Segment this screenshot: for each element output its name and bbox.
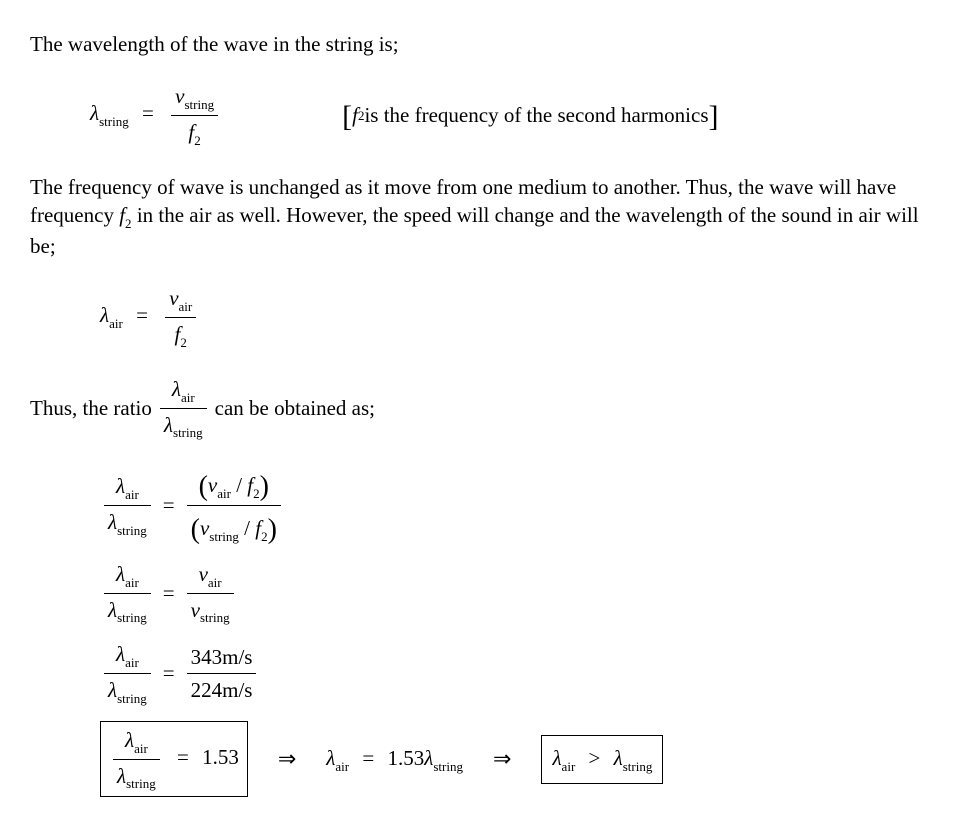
sub-air: air — [562, 759, 576, 774]
sub-air: air — [217, 486, 231, 501]
deriv-line-2: λair λstring = vair vstring — [100, 560, 941, 627]
implies-symbol: ⇒ — [278, 744, 296, 774]
v-symbol: v — [191, 598, 200, 622]
equals-symbol: = — [163, 659, 175, 687]
ratio-fraction-inline: λair λstring — [160, 375, 207, 442]
v-symbol: v — [200, 516, 209, 540]
lambda-symbol: λ — [108, 510, 117, 534]
derivation-block: λair λstring = (vair / f2) (vstring / f2… — [30, 465, 941, 707]
lambda-symbol: λ — [424, 746, 433, 770]
lambda-symbol: λ — [108, 678, 117, 702]
ratio-lhs: λair λstring — [113, 726, 160, 793]
equals-symbol: = — [177, 745, 189, 769]
equals-symbol: = — [163, 491, 175, 519]
text-p3b: can be obtained as; — [215, 394, 375, 422]
deriv-line-1: λair λstring = (vair / f2) (vstring / f2… — [100, 465, 941, 546]
eq-lambda-string: λstring = vstring f2 — [90, 82, 222, 149]
boxed-ratio-result: λair λstring = 1.53 — [100, 721, 248, 798]
equals-symbol: = — [136, 303, 148, 327]
sub-string: string — [209, 529, 239, 544]
lambda-symbol: λ — [117, 764, 126, 788]
equation-row-1: λstring = vstring f2 [ f2 is the frequen… — [30, 82, 941, 149]
unit: m/s — [222, 678, 252, 702]
text-p2b: in the air as well. However, the speed w… — [30, 203, 919, 258]
lambda-symbol: λ — [164, 413, 173, 437]
lambda-symbol: λ — [116, 474, 125, 498]
lambda-symbol: λ — [90, 101, 99, 125]
sub-air: air — [125, 575, 139, 590]
equals-symbol: = — [163, 579, 175, 607]
equals-symbol: = — [362, 746, 374, 770]
sub-string: string — [184, 97, 214, 112]
paragraph-2: The frequency of wave is unchanged as it… — [30, 173, 941, 260]
sub-air: air — [181, 390, 195, 405]
ratio-rhs-1: (vair / f2) (vstring / f2) — [187, 465, 281, 546]
sub-two: 2 — [261, 529, 268, 544]
ratio-value: 1.53 — [387, 746, 424, 770]
boxed-inequality: λair > λstring — [541, 735, 663, 784]
lambda-symbol: λ — [552, 746, 561, 770]
sub-air: air — [125, 487, 139, 502]
v-symbol: v — [199, 562, 208, 586]
sub-string: string — [200, 610, 230, 625]
lambda-symbol: λ — [172, 377, 181, 401]
paragraph-1: The wavelength of the wave in the string… — [30, 30, 941, 58]
deriv-line-3: λair λstring = 343m/s 224m/s — [100, 640, 941, 707]
sub-air: air — [335, 759, 349, 774]
unit: m/s — [222, 645, 252, 669]
lambda-symbol: λ — [100, 303, 109, 327]
lambda-symbol: λ — [116, 562, 125, 586]
lambda-symbol: λ — [125, 728, 134, 752]
paragraph-3: Thus, the ratio λair λstring can be obta… — [30, 375, 941, 442]
v-air-value: 343 — [191, 645, 223, 669]
right-bracket: ] — [709, 97, 719, 138]
lambda-air-equals: λair = 1.53λstring — [326, 744, 463, 775]
ratio-lhs: λair λstring — [104, 560, 151, 627]
lambda-symbol: λ — [116, 642, 125, 666]
lambda-symbol: λ — [614, 746, 623, 770]
sub-air: air — [109, 316, 123, 331]
text-p1: The wavelength of the wave in the string… — [30, 32, 399, 56]
sub-two: 2 — [358, 107, 365, 125]
sub-string: string — [126, 776, 156, 791]
sub-air: air — [125, 655, 139, 670]
fraction-vstring-over-f2: vstring f2 — [171, 82, 218, 149]
ratio-lhs: λair λstring — [104, 640, 151, 707]
implies-symbol: ⇒ — [493, 744, 511, 774]
slash-symbol: / — [244, 516, 250, 540]
sub-two: 2 — [194, 133, 201, 148]
sub-string: string — [433, 759, 463, 774]
ratio-rhs-2: vair vstring — [187, 560, 234, 627]
bracket-note: [ f2 is the frequency of the second harm… — [342, 95, 718, 136]
sub-two: 2 — [253, 486, 260, 501]
sub-string: string — [117, 523, 147, 538]
ratio-lhs: λair λstring — [104, 472, 151, 539]
sub-two: 2 — [125, 216, 132, 231]
sub-string: string — [117, 610, 147, 625]
lambda-symbol: λ — [108, 598, 117, 622]
sub-string: string — [173, 425, 203, 440]
sub-two: 2 — [180, 335, 187, 350]
fraction-vair-over-f2: vair f2 — [165, 284, 196, 351]
greater-than-symbol: > — [589, 746, 601, 770]
equals-symbol: = — [142, 101, 154, 125]
eq-lambda-air: λair = vair f2 — [30, 284, 941, 351]
ratio-rhs-3: 343m/s 224m/s — [187, 643, 257, 705]
slash-symbol: / — [236, 473, 242, 497]
text-p3a: Thus, the ratio — [30, 394, 152, 422]
left-bracket: [ — [342, 97, 352, 138]
v-symbol: v — [169, 286, 178, 310]
v-symbol: v — [208, 473, 217, 497]
ratio-value: 1.53 — [202, 745, 239, 769]
sub-string: string — [117, 691, 147, 706]
sub-string: string — [623, 759, 653, 774]
final-row: λair λstring = 1.53 ⇒ λair = 1.53λstring… — [30, 721, 941, 798]
sub-air: air — [179, 299, 193, 314]
note-text: is the frequency of the second harmonics — [364, 101, 708, 129]
sub-air: air — [208, 575, 222, 590]
sub-string: string — [99, 114, 129, 129]
v-string-value: 224 — [191, 678, 223, 702]
sub-air: air — [134, 741, 148, 756]
